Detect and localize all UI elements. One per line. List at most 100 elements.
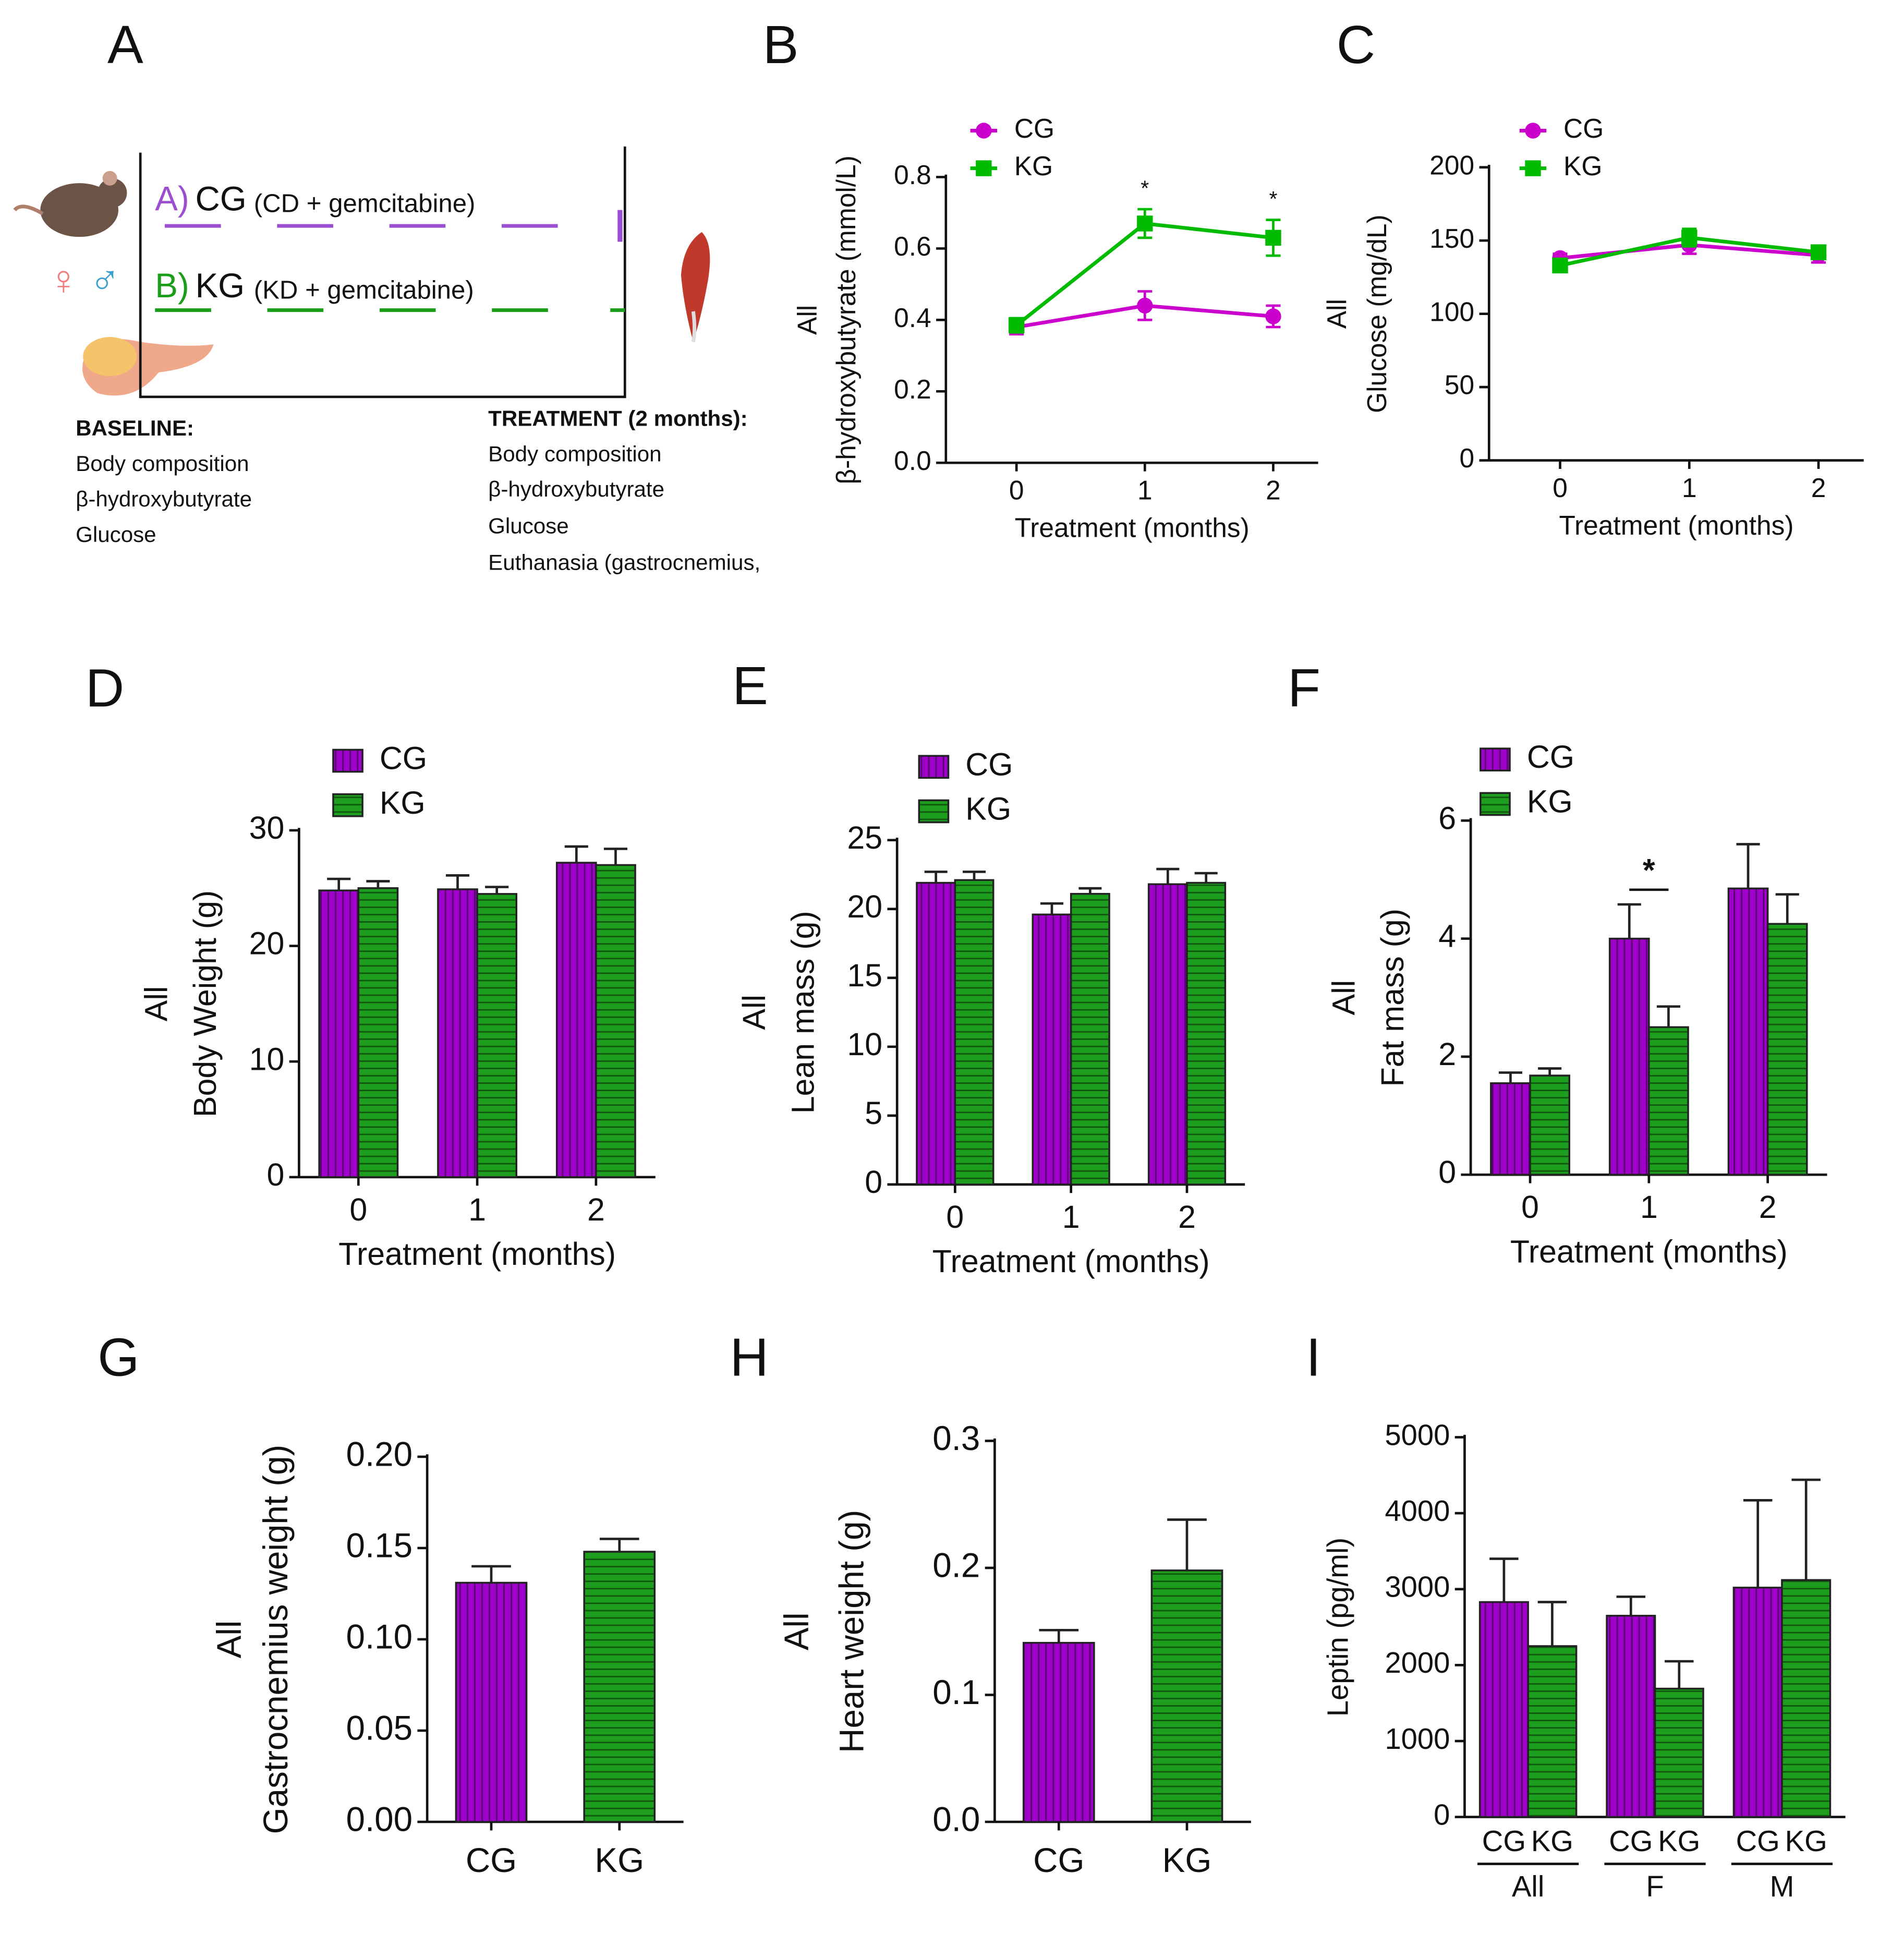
mouse-icon: [13, 171, 127, 237]
y-tick-label: 1000: [1385, 1722, 1450, 1755]
x-tick-label: CG: [1033, 1841, 1084, 1879]
bar: [1766, 923, 1808, 1176]
panel-letter: B: [763, 15, 799, 75]
bar: [1527, 1645, 1578, 1818]
legend-swatch: [918, 799, 950, 824]
bar: [1781, 1579, 1832, 1818]
x-tick-label: All: [1512, 1870, 1544, 1903]
legend-label: CG: [1527, 739, 1574, 775]
y-tick-label: 0.10: [346, 1617, 413, 1656]
y-tick-label: 20: [847, 889, 882, 924]
y-tick-label: 200: [1429, 150, 1474, 180]
x-tick-label: 0: [349, 1192, 367, 1227]
bar: [1022, 1641, 1095, 1823]
x-tick-label: 0: [1553, 473, 1568, 503]
panel-letter: G: [98, 1327, 139, 1387]
bar-label: KG: [1531, 1825, 1573, 1857]
y-tick-label: 0.05: [346, 1709, 413, 1747]
group-label: All: [138, 986, 174, 1022]
y-tick-label: 0.3: [932, 1419, 980, 1457]
bar: [1529, 1074, 1570, 1176]
y-tick-label: 3000: [1385, 1570, 1450, 1603]
marker: [1137, 215, 1153, 232]
legend-label: CG: [380, 741, 427, 776]
group-label: All: [210, 1621, 248, 1659]
y-tick-label: 5: [865, 1095, 882, 1131]
treatment-item: β-hydroxybutyrate: [488, 477, 664, 501]
marker: [1810, 244, 1827, 260]
x-tick-label: 1: [1062, 1199, 1080, 1235]
bar-label: CG: [1736, 1825, 1780, 1857]
y-tick-label: 0.0: [894, 445, 931, 476]
y-tick-label: 0.0: [932, 1800, 980, 1838]
y-tick-label: 30: [249, 810, 285, 845]
group-name: KG: [195, 267, 245, 305]
y-tick-label: 25: [847, 820, 882, 855]
y-tick-label: 5000: [1385, 1418, 1450, 1451]
y-tick-label: 4000: [1385, 1494, 1450, 1527]
legend-label: KG: [1014, 151, 1053, 181]
significance: *: [1643, 852, 1655, 888]
y-tick-label: 100: [1429, 296, 1474, 327]
bar: [1147, 883, 1188, 1186]
x-tick-label: CG: [466, 1841, 517, 1879]
y-tick-label: 0.1: [932, 1673, 980, 1711]
group-prefix: A): [155, 180, 189, 218]
x-tick-label: M: [1770, 1870, 1794, 1903]
bar: [357, 887, 399, 1178]
y-tick-label: 10: [249, 1041, 285, 1077]
marker: [1137, 297, 1153, 314]
bar: [1606, 1614, 1656, 1818]
y-axis-label: Fat mass (g): [1375, 909, 1410, 1087]
group-label: All: [736, 995, 772, 1030]
x-tick-label: 1: [1137, 475, 1153, 505]
y-axis-label: Glucose (mg/dL): [1362, 214, 1392, 413]
y-axis-label: Body Weight (g): [187, 890, 223, 1117]
x-axis-label: Treatment (months): [1559, 510, 1793, 540]
study-diagram: A ♀ ♂ A) CG (CD + gemcitabine) B) KG (KD…: [13, 15, 760, 575]
treatment-item: Euthanasia (gastrocnemius,: [488, 550, 760, 575]
muscle-icon: [681, 232, 710, 343]
x-tick-label: 1: [1640, 1189, 1658, 1225]
y-tick-label: 50: [1445, 370, 1474, 400]
bar: [318, 889, 360, 1178]
bar: [1032, 913, 1072, 1186]
legend-label: KG: [1563, 151, 1602, 181]
bar-label: CG: [1609, 1825, 1653, 1857]
y-axis-label: Leptin (pg/ml): [1321, 1538, 1354, 1717]
y-tick-label: 0.2: [894, 374, 931, 404]
y-tick-label: 2: [1438, 1036, 1456, 1072]
y-tick-label: 0.2: [932, 1546, 980, 1584]
x-axis-label: Treatment (months): [1015, 513, 1250, 543]
pancreas-icon: [82, 337, 214, 396]
x-tick-label: 0: [946, 1199, 964, 1235]
y-axis-label: Gastrocnemius weight (g): [257, 1445, 295, 1834]
bar: [1150, 1569, 1223, 1823]
y-tick-label: 20: [249, 926, 285, 961]
bar: [437, 888, 478, 1178]
y-tick-label: 2000: [1385, 1646, 1450, 1679]
treatment-item: Body composition: [488, 441, 661, 466]
y-tick-label: 0: [1460, 443, 1475, 473]
legend-marker: [976, 160, 992, 176]
bar: [595, 864, 636, 1178]
y-tick-label: 0.8: [894, 160, 931, 190]
bar: [555, 862, 597, 1178]
y-axis-label: Lean mass (g): [785, 911, 821, 1114]
legend-label: KG: [1527, 783, 1573, 819]
female-symbol: ♀: [48, 257, 79, 303]
panel-letter: F: [1288, 658, 1320, 718]
y-tick-label: 0: [1438, 1154, 1456, 1190]
group-prefix: B): [155, 267, 189, 305]
x-tick-label: 1: [1682, 473, 1697, 503]
y-tick-label: 15: [847, 958, 882, 993]
legend-label: KG: [965, 791, 1011, 827]
y-tick-label: 0.20: [346, 1435, 413, 1473]
x-axis-label: Treatment (months): [338, 1236, 616, 1272]
baseline-item: Body composition: [76, 451, 249, 476]
legend-swatch: [332, 748, 363, 773]
y-tick-label: 0.00: [346, 1800, 413, 1838]
x-axis-label: Treatment (months): [932, 1243, 1210, 1279]
marker: [1265, 229, 1281, 246]
